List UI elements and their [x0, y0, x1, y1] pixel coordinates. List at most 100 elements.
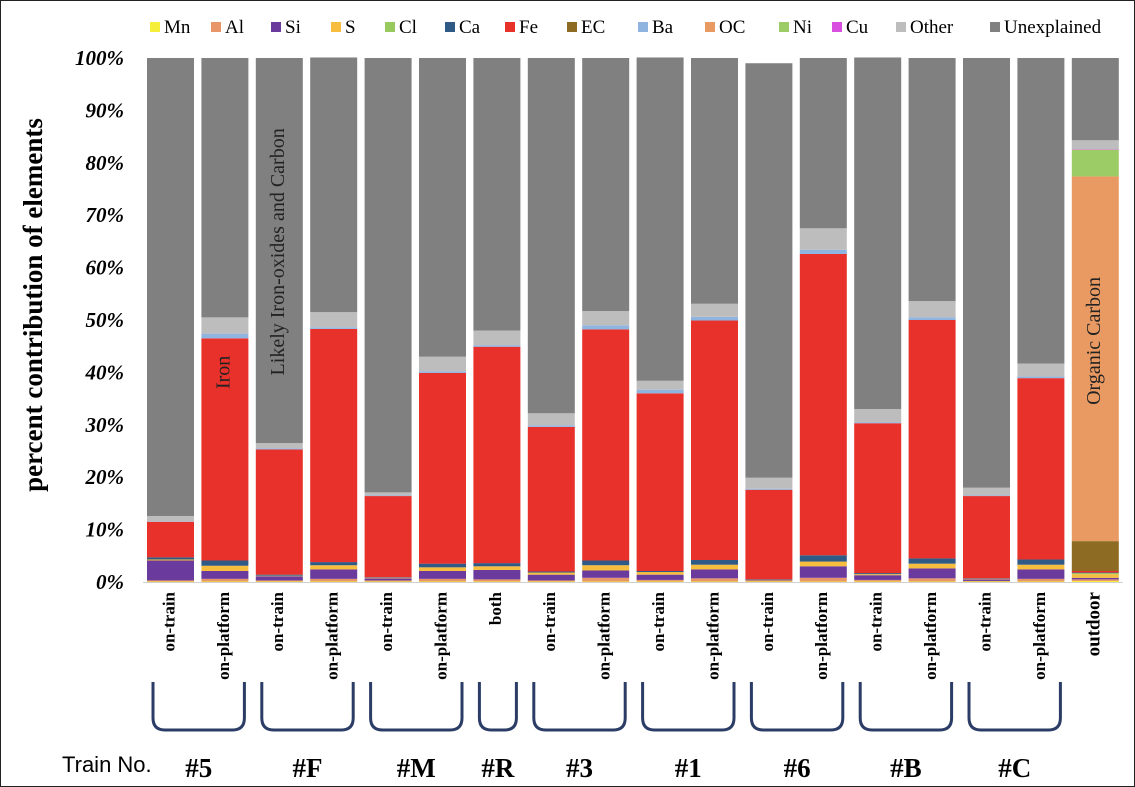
group-label: #R	[481, 753, 515, 783]
bar-segment-unexplained	[147, 58, 194, 516]
bar-segment-oc	[1071, 176, 1119, 542]
x-tick-label: on-platform	[812, 592, 831, 680]
legend-swatch-ca	[445, 22, 455, 32]
legend-swatch-ba	[638, 22, 648, 32]
legend-swatch-ec	[567, 22, 577, 32]
bar-segment-s	[147, 559, 194, 561]
bar-segment-al	[255, 580, 303, 582]
bar-segment-si	[691, 569, 738, 579]
legend-label-unexplained: Unexplained	[1004, 17, 1102, 38]
bar-segment-ca	[854, 573, 902, 575]
legend-swatch-unexplained	[990, 22, 1000, 32]
bar-segment-s	[310, 565, 358, 570]
x-tick-label: on-train	[649, 591, 668, 651]
bar-segment-other	[799, 228, 847, 250]
bar-segment-al	[963, 580, 1010, 582]
bar-segment-ni	[1071, 149, 1119, 177]
bar-segment-al	[691, 578, 738, 582]
bar-segment-mn	[310, 581, 358, 582]
legend-label-ni: Ni	[793, 17, 812, 38]
bar-segment-si	[636, 574, 684, 580]
bar-segment-other	[691, 303, 738, 317]
bar-segment-ba	[527, 425, 575, 427]
legend-label-si: Si	[285, 17, 301, 38]
bar-segment-ca	[908, 558, 956, 564]
bar-segment-fe	[527, 426, 575, 572]
bar-segment-fe	[147, 521, 194, 558]
group-brackets	[151, 682, 1062, 732]
bar-segment-mn	[364, 581, 412, 582]
bar-segment-fe	[636, 393, 684, 571]
x-tick-label: on-platform	[323, 592, 342, 680]
x-tick-label: on-platform	[703, 592, 722, 680]
bar-segment-ba	[582, 325, 630, 330]
bar-segment-al	[799, 577, 847, 582]
bar-segment-si	[745, 580, 793, 581]
legend-label-s: S	[345, 17, 356, 38]
bar-segment-mn	[963, 581, 1010, 582]
legend-swatch-fe	[505, 22, 515, 32]
y-tick-label: 0%	[96, 570, 124, 594]
bar-segment-mn	[636, 581, 684, 582]
bar-segment-mn	[255, 581, 303, 582]
bar-segment-mn	[582, 581, 630, 582]
x-tick-label: both	[486, 591, 505, 625]
legend-label-cu: Cu	[846, 17, 869, 38]
bar-segment-ca	[1017, 559, 1065, 565]
bar-segment-fe	[1071, 570, 1119, 573]
legend-swatch-s	[331, 22, 341, 32]
group-label: #B	[890, 753, 922, 783]
bar-segment-ca	[1071, 572, 1119, 574]
bar-segment-other	[310, 312, 358, 328]
bar-segment-si	[854, 575, 902, 580]
bar-segment-mn	[419, 581, 466, 582]
bar-segment-ba	[636, 389, 684, 394]
train-number-prefix: Train No.	[62, 752, 152, 777]
bar-segment-si	[963, 579, 1010, 581]
bar-segment-s	[419, 567, 466, 571]
bar-segment-other	[201, 317, 249, 334]
bar-segment-ba	[201, 333, 249, 339]
y-tick-label: 40%	[85, 360, 125, 384]
bar-segment-ca	[636, 570, 684, 573]
bar-segment-other	[636, 380, 684, 390]
y-tick-label: 20%	[85, 465, 125, 489]
bar-segment-ba	[147, 521, 194, 522]
bar-segment-al	[147, 580, 194, 582]
group-bracket	[967, 682, 1062, 732]
bar-segment-s	[745, 579, 793, 581]
bar-segment-fe	[201, 338, 249, 561]
bar-segment-si	[582, 570, 630, 578]
bar-segment-fe	[419, 372, 466, 564]
bar-segment-s	[201, 565, 249, 571]
bar-segment-mn	[1017, 581, 1065, 582]
y-tick-label: 10%	[86, 518, 125, 542]
bar-segment-al	[908, 578, 956, 582]
bar-segment-mn	[201, 581, 249, 582]
bar-segment-unexplained	[963, 58, 1010, 488]
group-bracket	[151, 682, 246, 732]
bar-segment-si	[799, 566, 847, 578]
bar-segment-other	[963, 487, 1010, 496]
group-bracket	[532, 682, 627, 732]
legend-label-ba: Ba	[652, 17, 674, 38]
legend-swatch-other	[896, 22, 906, 32]
bar-segment-mn	[691, 581, 738, 582]
bar-annotation: Organic Carbon	[1083, 277, 1105, 405]
group-label: #3	[566, 753, 593, 783]
y-tick-label: 60%	[86, 256, 125, 280]
legend-label-oc: OC	[719, 17, 745, 38]
bar-segment-s	[691, 564, 738, 570]
bar-segment-si	[527, 574, 575, 581]
x-tick-label: on-platform	[595, 592, 614, 680]
bar-segment-ba	[364, 495, 412, 497]
y-tick-label: 70%	[86, 203, 125, 227]
bar-segment-ba	[799, 249, 847, 254]
x-tick-labels: on-train on-platform on-train on-platform on…	[159, 591, 1104, 679]
bar-segment-ca	[364, 577, 412, 578]
bar-segment-si	[419, 570, 466, 579]
bar-segment-al	[364, 580, 412, 582]
bar-segment-other	[419, 356, 466, 372]
x-tick-label: outdoor	[1084, 591, 1105, 656]
